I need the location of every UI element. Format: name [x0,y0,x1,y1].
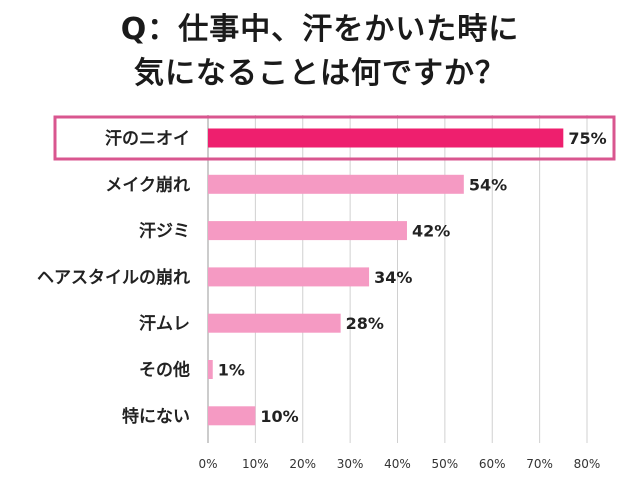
bar [208,267,370,287]
x-tick-label: 30% [337,457,364,471]
chart-title-line-2: 気になることは何ですか？ [134,56,506,91]
data-label: 34% [374,268,412,287]
category-label: 汗ムレ [139,313,190,334]
data-label: 10% [260,407,298,426]
bar [208,221,407,241]
category-label: メイク崩れ [105,174,190,195]
x-tick-label: 60% [479,457,506,471]
category-label: 特にない [122,406,190,427]
bar [208,313,341,333]
highlight-frame [53,115,616,161]
data-label: 42% [412,222,450,241]
x-tick-label: 80% [574,457,601,471]
x-tick-label: 0% [198,457,217,471]
x-tick-label: 10% [242,457,269,471]
bar [208,174,464,194]
bar [208,360,213,379]
x-tick-label: 40% [384,457,411,471]
bar [208,128,564,148]
chart-title-line-1: Q：仕事中、汗をかいた時に [120,12,520,47]
category-label: その他 [139,360,190,381]
category-label: ヘアスタイルの崩れ [37,267,190,288]
data-label: 75% [568,129,606,148]
data-label: 28% [346,314,384,333]
data-label: 54% [469,175,507,194]
category-label: 汗ジミ [139,221,190,242]
x-tick-label: 70% [526,457,553,471]
data-label: 1% [218,361,245,380]
x-tick-label: 50% [432,457,459,471]
x-tick-label: 20% [289,457,316,471]
bar [208,406,256,426]
category-label: 汗のニオイ [105,128,190,149]
